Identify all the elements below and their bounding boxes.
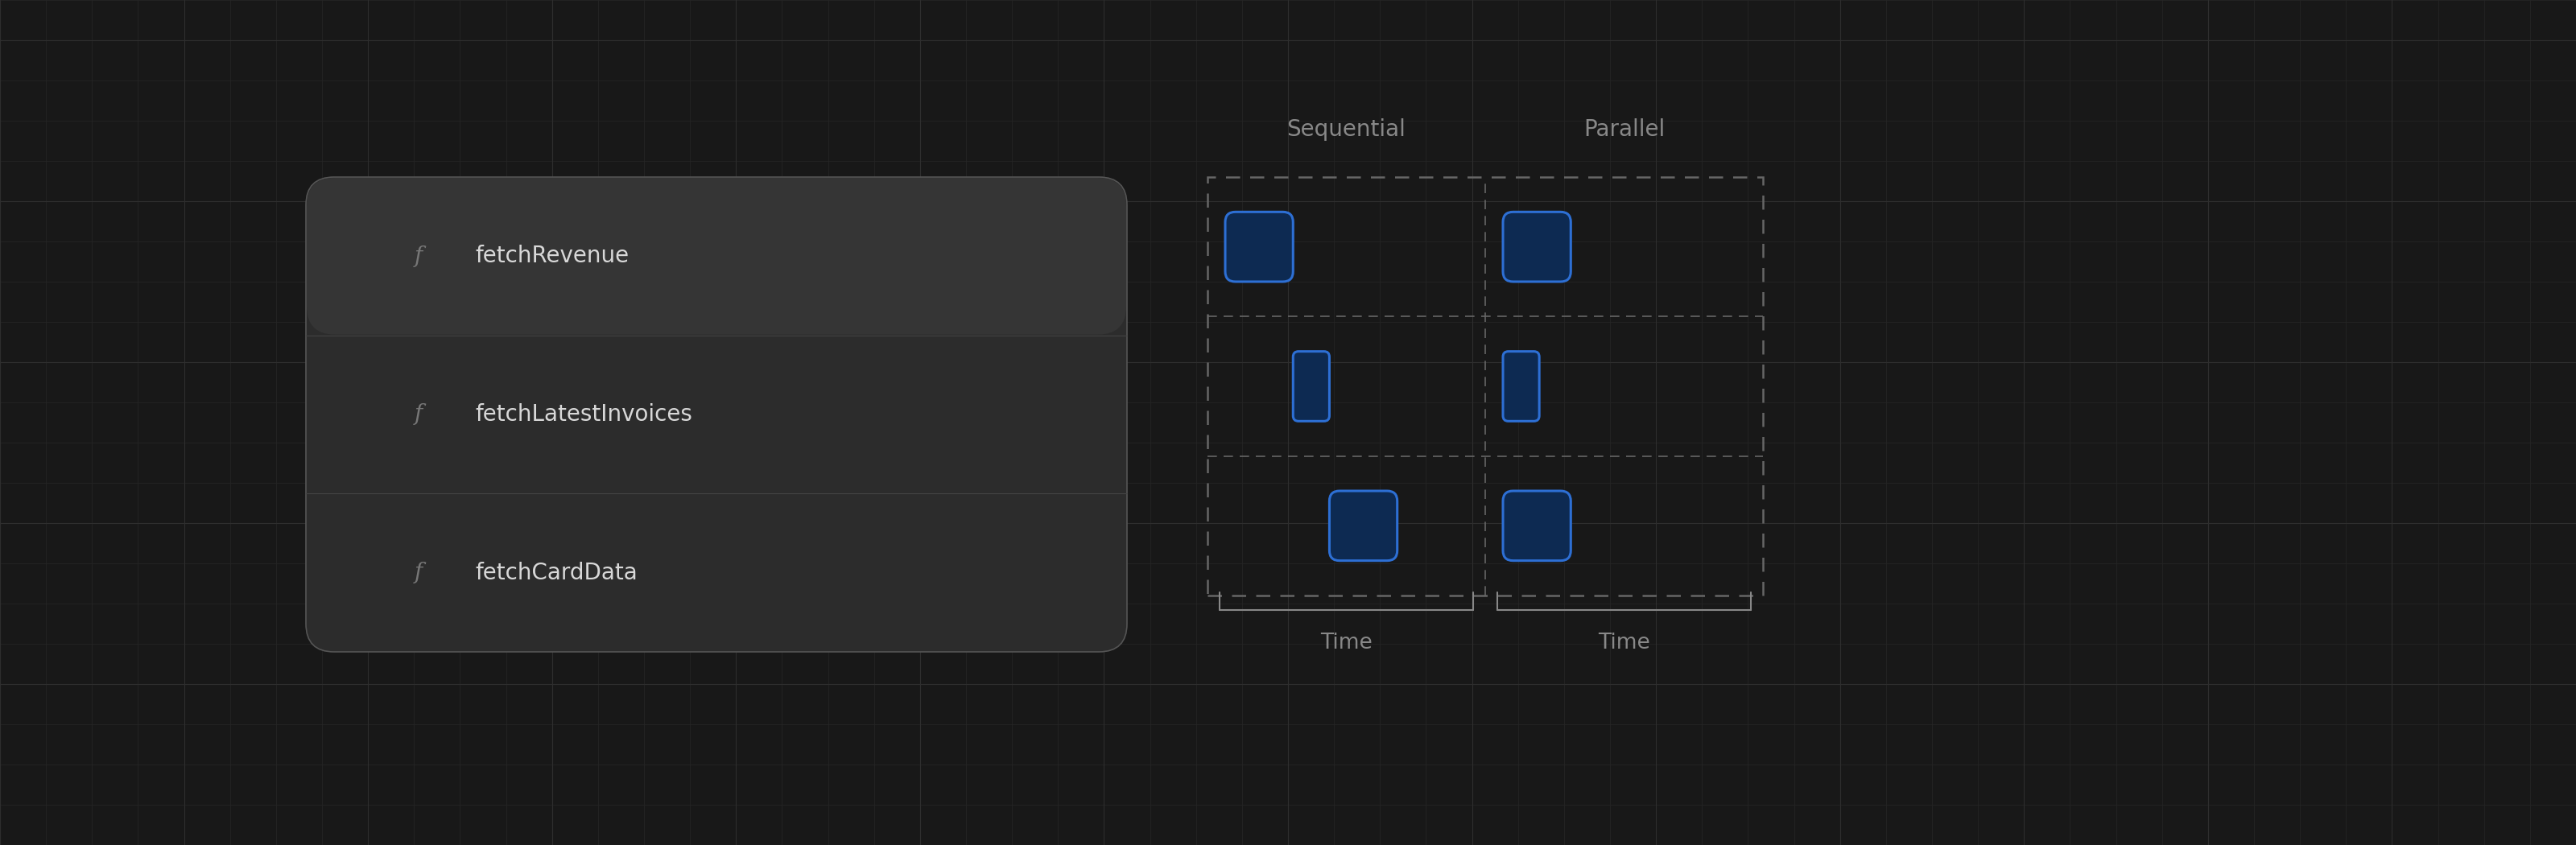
Text: Time: Time — [1597, 633, 1651, 653]
Text: fetchLatestInvoices: fetchLatestInvoices — [474, 403, 693, 426]
Bar — [1208, 177, 1762, 596]
Text: Sequential: Sequential — [1288, 118, 1406, 141]
FancyBboxPatch shape — [307, 177, 1128, 651]
FancyBboxPatch shape — [1502, 491, 1571, 560]
FancyBboxPatch shape — [1502, 352, 1540, 421]
Text: Parallel: Parallel — [1584, 118, 1664, 141]
Text: Time: Time — [1321, 633, 1373, 653]
FancyBboxPatch shape — [1502, 212, 1571, 281]
Text: f: f — [415, 404, 422, 425]
Text: f: f — [415, 562, 422, 584]
FancyBboxPatch shape — [1226, 212, 1293, 281]
FancyBboxPatch shape — [1293, 352, 1329, 421]
FancyBboxPatch shape — [307, 177, 1126, 335]
Text: fetchCardData: fetchCardData — [474, 561, 636, 584]
FancyBboxPatch shape — [1329, 491, 1396, 560]
Text: f: f — [415, 245, 422, 267]
Text: fetchRevenue: fetchRevenue — [474, 245, 629, 268]
